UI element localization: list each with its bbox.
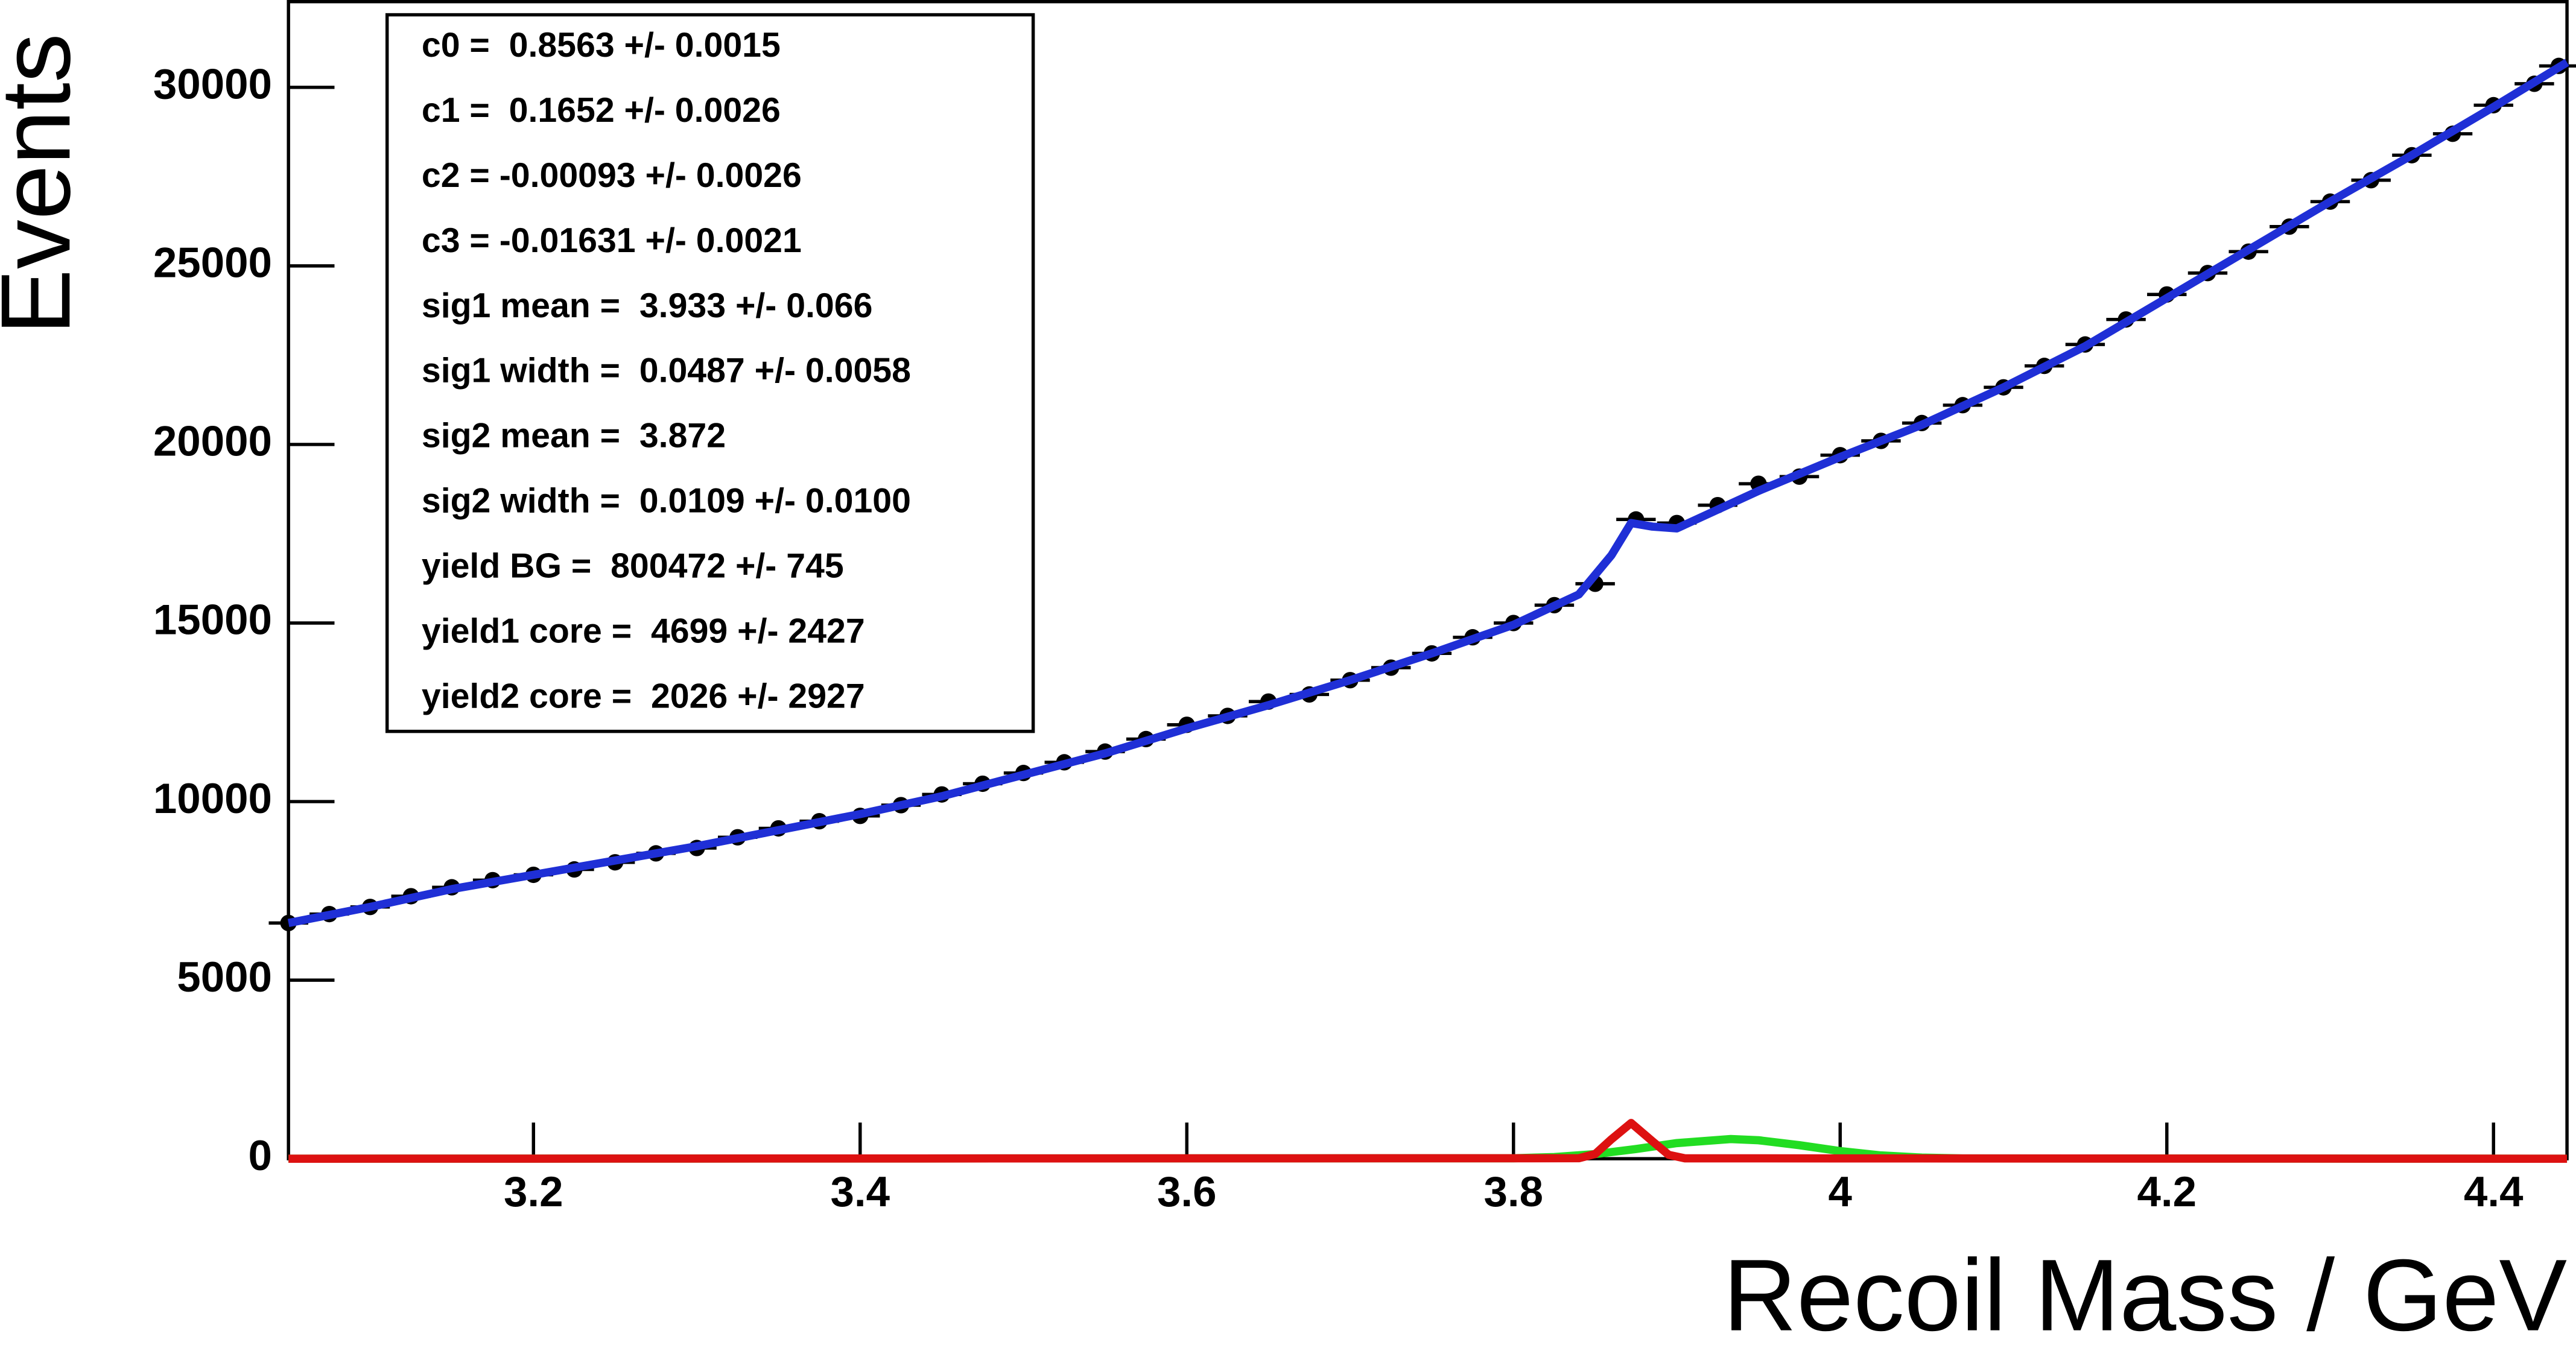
y-tick-label: 30000 <box>153 61 272 109</box>
stat-line: sig1 width = 0.0487 +/- 0.0058 <box>422 352 911 390</box>
stat-line: yield BG = 800472 +/- 745 <box>422 546 844 585</box>
stat-line: sig2 width = 0.0109 +/- 0.0100 <box>422 482 911 520</box>
x-tick-label: 4.4 <box>2464 1168 2524 1216</box>
stat-line: yield1 core = 4699 +/- 2427 <box>422 612 865 650</box>
y-tick-label: 5000 <box>177 954 272 1001</box>
x-tick-label: 4.2 <box>2137 1168 2197 1216</box>
stat-line: c3 = -0.01631 +/- 0.0021 <box>422 221 802 260</box>
x-tick-label: 3.8 <box>1484 1168 1543 1216</box>
stat-line: yield2 core = 2026 +/- 2927 <box>422 677 865 715</box>
y-axis-title: Events <box>0 33 90 335</box>
stat-line: c0 = 0.8563 +/- 0.0015 <box>422 26 781 65</box>
y-tick-label: 0 <box>249 1132 272 1180</box>
x-axis-title: Recoil Mass / GeV <box>1723 1238 2567 1351</box>
stat-line: c2 = -0.00093 +/- 0.0026 <box>422 156 802 195</box>
stat-line: c1 = 0.1652 +/- 0.0026 <box>422 91 781 130</box>
y-tick-label: 10000 <box>153 775 272 823</box>
x-tick-label: 3.2 <box>504 1168 563 1216</box>
stat-line: sig1 mean = 3.933 +/- 0.066 <box>422 286 873 325</box>
x-tick-label: 3.4 <box>831 1168 890 1216</box>
x-tick-label: 3.6 <box>1157 1168 1216 1216</box>
stat-line: sig2 mean = 3.872 <box>422 417 726 455</box>
y-tick-label: 15000 <box>153 596 272 644</box>
fit-curve <box>287 59 2569 928</box>
fit-curve <box>288 1119 2568 1163</box>
x-tick-label: 4 <box>1829 1168 1853 1216</box>
stats-box <box>385 13 1035 733</box>
y-tick-label: 25000 <box>153 239 272 287</box>
y-tick-label: 20000 <box>153 418 272 466</box>
